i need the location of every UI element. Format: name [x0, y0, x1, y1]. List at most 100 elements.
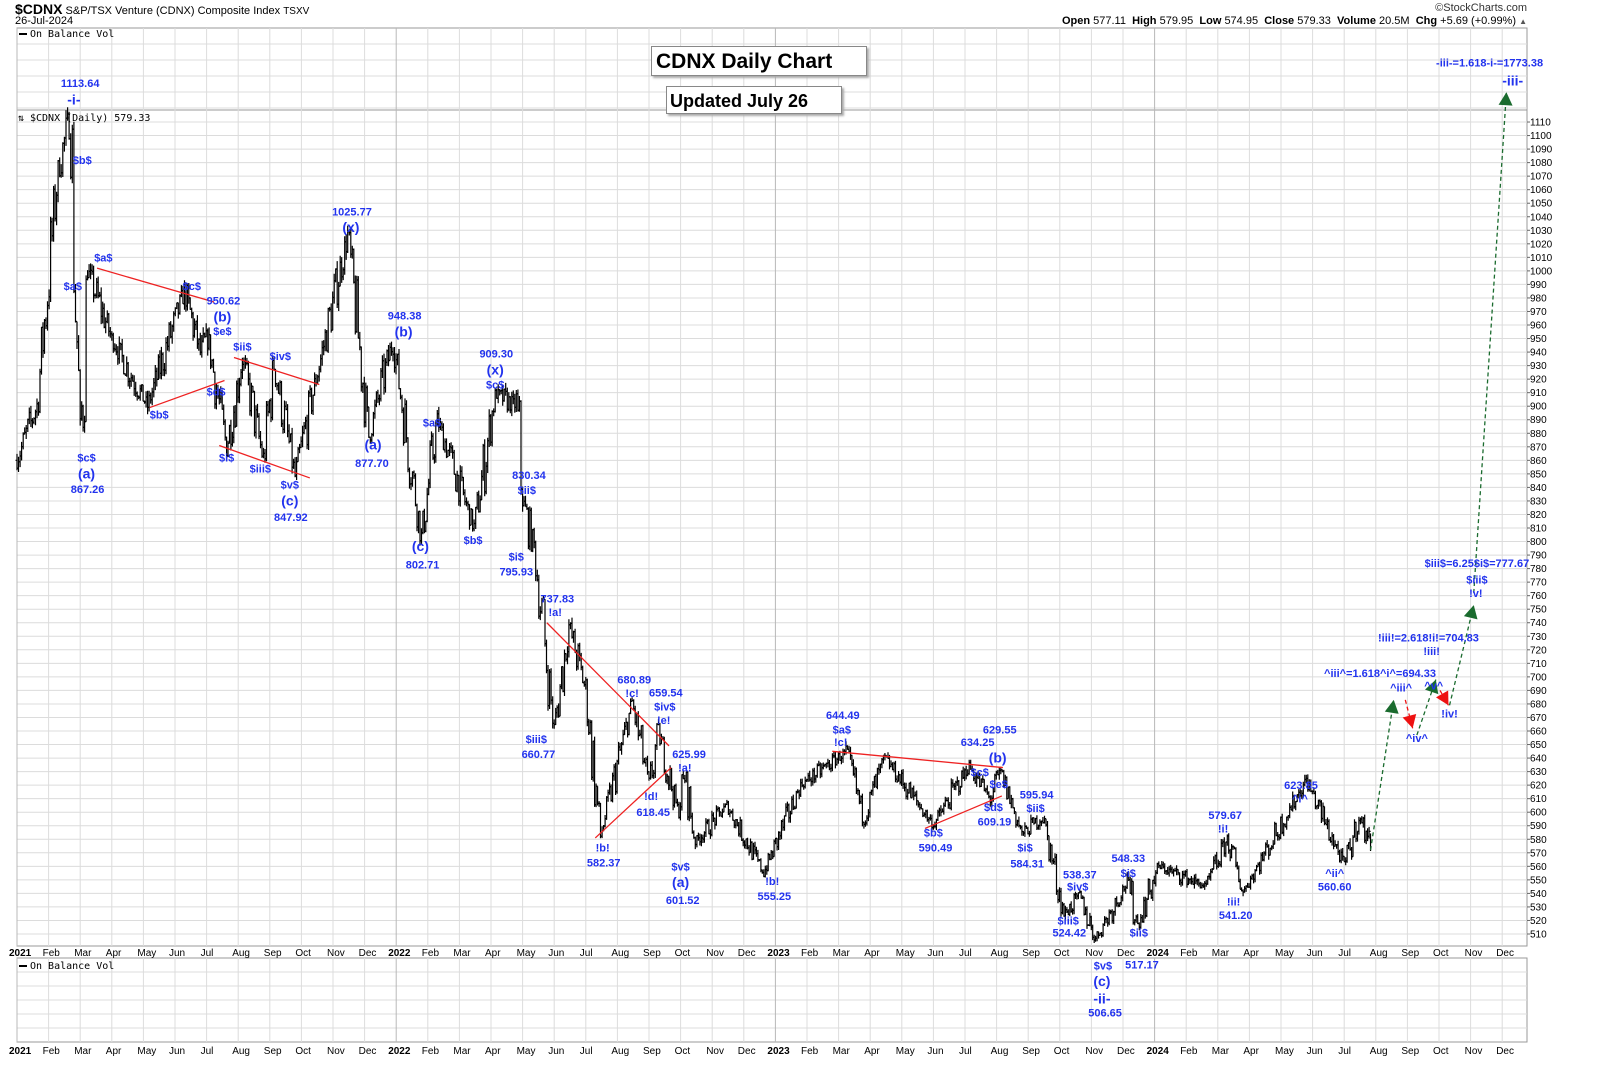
wave-label: $v$: [1094, 961, 1112, 973]
x-tick-label: Sep: [1401, 948, 1419, 959]
x-tick-label: Feb: [1180, 948, 1198, 959]
wave-label: $c$: [183, 281, 201, 293]
y-tick-label: 880: [1530, 429, 1547, 440]
x-tick-label: Feb: [1180, 1046, 1198, 1057]
wave-label: 541.20: [1219, 910, 1253, 922]
wave-label: !e!: [657, 715, 670, 727]
y-tick-label: 1000: [1530, 266, 1553, 277]
x-tick-label: Apr: [864, 1046, 880, 1057]
y-tick-label: 900: [1530, 402, 1547, 413]
wave-label: 644.49: [826, 710, 860, 722]
x-tick-label: Dec: [1496, 948, 1514, 959]
wave-label: $d$: [984, 802, 1003, 814]
y-tick-label: 850: [1530, 469, 1547, 480]
x-tick-label: Dec: [1117, 1046, 1135, 1057]
x-tick-label: Dec: [738, 948, 756, 959]
y-tick-label: 620: [1530, 781, 1547, 792]
wave-label: !iii!: [1423, 646, 1440, 658]
x-tick-label: Sep: [1401, 1046, 1419, 1057]
open-label: Open: [1061, 15, 1091, 27]
wave-label: ^ii^: [1325, 868, 1345, 880]
x-tick-label: Nov: [706, 948, 724, 959]
x-tick-label: Jul: [201, 948, 214, 959]
x-tick-label: Sep: [643, 948, 661, 959]
y-tick-label: 950: [1530, 334, 1547, 345]
trendline: [233, 356, 320, 386]
x-tick-label: Oct: [1054, 948, 1070, 959]
wave-label: !ii!: [1227, 897, 1240, 909]
x-tick-label: Oct: [675, 1046, 691, 1057]
wave-label: ^v^: [1424, 680, 1444, 692]
volume-value: 20.5M: [1379, 15, 1410, 27]
y-tick-label: 800: [1530, 537, 1547, 548]
y-tick-label: 1020: [1530, 239, 1553, 250]
y-tick-label: 990: [1530, 280, 1547, 291]
y-tick-label: 810: [1530, 524, 1547, 535]
x-tick-label: Mar: [453, 1046, 471, 1057]
x-tick-label: Sep: [643, 1046, 661, 1057]
wave-label: 877.70: [355, 458, 389, 470]
wave-label: !i!: [1218, 823, 1228, 835]
x-tick-label: Nov: [1085, 948, 1103, 959]
x-tick-label: May: [137, 948, 156, 959]
y-tick-label: 750: [1530, 605, 1547, 616]
x-tick-label: Oct: [675, 948, 691, 959]
x-tick-label: Mar: [74, 948, 92, 959]
x-tick-label: Aug: [1370, 948, 1388, 959]
x-tick-label: Oct: [1433, 948, 1449, 959]
x-tick-label: 2023: [767, 1046, 790, 1057]
y-tick-label: 830: [1530, 496, 1547, 507]
wave-label: !c!: [625, 688, 638, 700]
wave-label: 795.93: [499, 566, 533, 578]
projection-line: [1369, 699, 1395, 851]
wave-label: 601.52: [666, 895, 700, 907]
wave-label: 659.54: [649, 687, 684, 699]
y-tick-label: 1050: [1530, 199, 1553, 210]
trendline: [924, 795, 1003, 830]
panel-legend-obv_top: On Balance Vol: [30, 29, 114, 40]
y-tick-label: 1030: [1530, 226, 1553, 237]
wave-label: !b!: [596, 842, 610, 854]
wave-label: (b): [989, 750, 1007, 766]
y-tick-label: 600: [1530, 808, 1547, 819]
y-tick-label: 690: [1530, 686, 1547, 697]
x-tick-label: Mar: [74, 1046, 92, 1057]
y-tick-label: 1110: [1530, 118, 1551, 129]
wave-label: (a): [364, 436, 381, 452]
y-tick-label: 970: [1530, 307, 1547, 318]
x-tick-label: Aug: [232, 1046, 250, 1057]
y-tick-label: 860: [1530, 456, 1547, 467]
wave-label: 1113.64: [61, 78, 100, 90]
wave-label: $b$: [924, 828, 943, 840]
projection-arrow-down-icon: [1435, 690, 1449, 706]
y-tick-label: 710: [1530, 659, 1547, 670]
wave-label: 579.67: [1208, 810, 1242, 822]
x-tick-label: Aug: [611, 948, 629, 959]
wave-label: !c!: [834, 737, 847, 749]
y-tick-label: 530: [1530, 902, 1547, 913]
x-tick-label: Aug: [232, 948, 250, 959]
wave-label: $iv$: [270, 351, 291, 363]
wave-label: $b$: [73, 155, 92, 167]
y-tick-label: 790: [1530, 551, 1547, 562]
wave-label: $a$: [423, 417, 441, 429]
wave-label: !iv!: [1441, 708, 1458, 720]
y-tick-label: 1040: [1530, 212, 1553, 223]
x-tick-label: Feb: [422, 1046, 440, 1057]
chart-symbol-header: $CDNX S&P/TSX Venture (CDNX) Composite I…: [15, 1, 309, 17]
x-tick-label: 2021: [9, 948, 32, 959]
x-tick-label: Sep: [1022, 948, 1040, 959]
wave-label: (a): [672, 874, 689, 890]
x-tick-label: Aug: [1370, 1046, 1388, 1057]
projection-arrow-down-icon: [1402, 713, 1417, 729]
x-tick-label: Mar: [1212, 1046, 1230, 1057]
x-tick-label: May: [896, 1046, 915, 1057]
trendline: [219, 444, 311, 479]
exchange: TSXV: [283, 6, 310, 17]
open-value: 577.11: [1093, 15, 1126, 27]
wave-label: 555.25: [758, 891, 792, 903]
y-tick-label: 980: [1530, 293, 1547, 304]
x-tick-label: Dec: [359, 948, 377, 959]
x-tick-label: Oct: [1433, 1046, 1449, 1057]
